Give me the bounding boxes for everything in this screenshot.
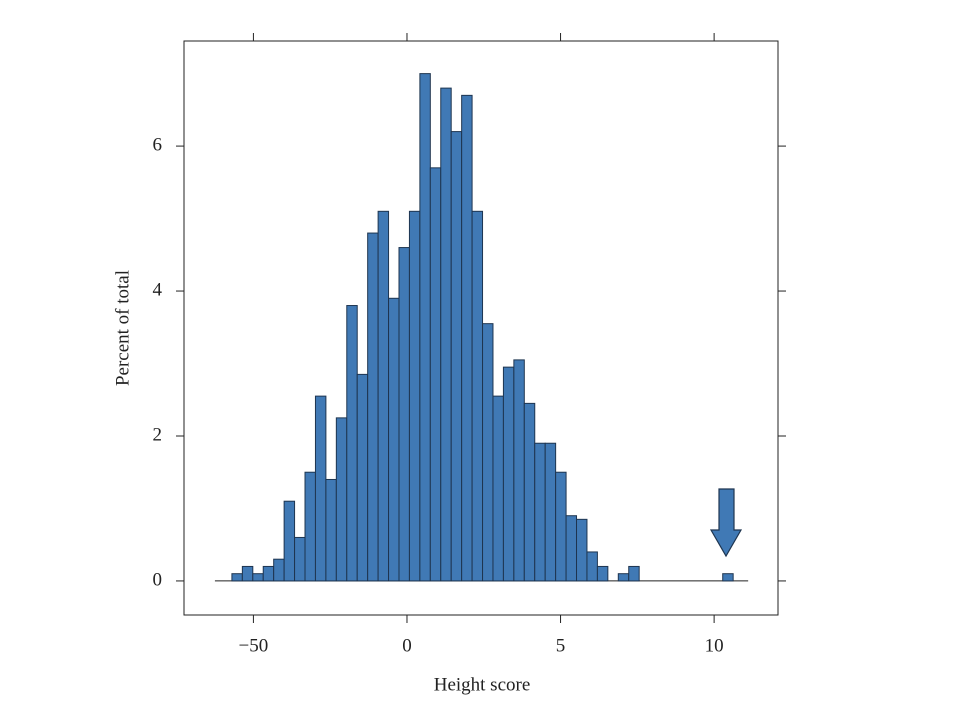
bar: [408, 210, 421, 582]
bar: [273, 558, 285, 582]
bar: [231, 573, 243, 582]
bar: [576, 518, 588, 582]
bar: [523, 402, 536, 582]
bar: [440, 87, 452, 582]
x-axis-label: Height score: [434, 674, 531, 695]
bar: [513, 359, 525, 582]
bar: [294, 536, 306, 582]
bar: [325, 478, 337, 582]
bar: [304, 471, 316, 582]
bar: [502, 366, 515, 582]
bar: [346, 305, 358, 582]
bar: [544, 442, 557, 582]
bar: [377, 210, 390, 582]
bar: [335, 417, 348, 582]
bar: [241, 565, 254, 582]
bar: [283, 500, 296, 582]
bar: [461, 94, 473, 582]
bar: [596, 565, 609, 582]
bar: [398, 247, 410, 582]
bar: [471, 210, 484, 582]
bar: [617, 573, 630, 582]
bar: [722, 573, 734, 582]
bar: [388, 297, 400, 582]
x-tick-label: 0: [402, 635, 412, 656]
bar: [252, 573, 264, 582]
y-axis-label: Percent of total: [112, 270, 133, 386]
x-tick-label: 10: [705, 635, 724, 656]
bar: [429, 167, 442, 582]
bar: [367, 232, 379, 582]
bar: [262, 565, 275, 582]
x-tick-label: 5: [556, 635, 566, 656]
y-tick-label: 0: [153, 569, 163, 590]
bar: [534, 442, 546, 582]
bar: [314, 395, 327, 582]
bar: [586, 551, 598, 582]
plot-frame: [183, 40, 779, 616]
bar: [450, 131, 463, 582]
bar: [482, 323, 494, 582]
bar: [555, 471, 567, 582]
bar: [356, 373, 369, 582]
y-tick-label: 4: [153, 279, 163, 300]
bar: [565, 515, 578, 582]
bar: [628, 565, 640, 582]
arrow-annotation: [709, 488, 743, 558]
y-tick-label: 6: [153, 134, 163, 155]
y-tick-label: 2: [153, 424, 163, 445]
bar: [419, 73, 431, 582]
bar: [492, 395, 504, 582]
x-tick-label: −50: [239, 635, 269, 656]
